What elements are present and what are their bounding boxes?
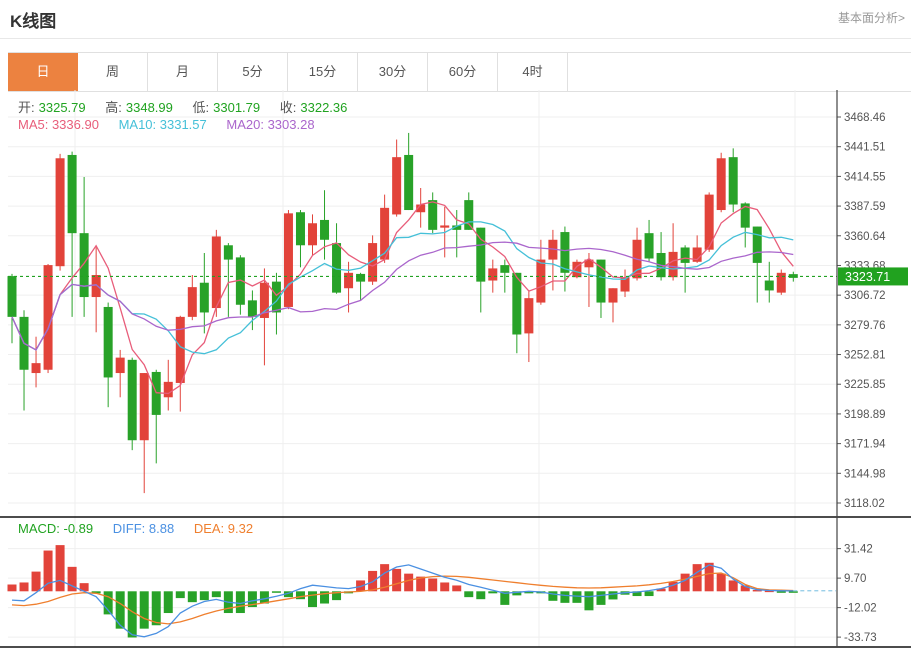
tab-5min[interactable]: 5分 xyxy=(218,53,288,91)
svg-text:-33.73: -33.73 xyxy=(844,632,877,644)
tab-month[interactable]: 月 xyxy=(148,53,218,91)
svg-text:3225.85: 3225.85 xyxy=(844,379,886,391)
open-label: 开: xyxy=(18,100,35,115)
svg-text:3252.81: 3252.81 xyxy=(844,350,886,362)
header-divider xyxy=(0,38,911,39)
dea-value: DEA: 9.32 xyxy=(193,521,254,536)
high-label: 高: xyxy=(105,100,122,115)
low-value: 3301.79 xyxy=(213,100,261,115)
tab-15min[interactable]: 15分 xyxy=(288,53,358,91)
close-label: 收: xyxy=(279,100,297,115)
svg-text:3414.55: 3414.55 xyxy=(844,171,886,183)
tab-60min[interactable]: 60分 xyxy=(428,53,498,91)
kline-chart-canvas[interactable]: 3468.463441.513414.553387.593360.643333.… xyxy=(0,90,911,653)
current-price-tag xyxy=(838,267,908,286)
svg-text:3441.51: 3441.51 xyxy=(844,142,886,154)
open-value: 3325.79 xyxy=(38,100,86,115)
ma5-value: MA5: 3336.90 xyxy=(18,117,99,132)
macd-value: MACD: -0.89 xyxy=(18,521,94,536)
diff-value: DIFF: 8.88 xyxy=(112,521,175,536)
tab-day[interactable]: 日 xyxy=(8,53,78,91)
ohlc-readout: 开: 3325.79 高: 3348.99 低: 3301.79 收: 3322.36 xyxy=(18,97,351,116)
current-price-text: 3323.71 xyxy=(845,270,890,284)
tab-4hour[interactable]: 4时 xyxy=(498,53,568,91)
page-title: K线图 xyxy=(10,12,57,31)
tab-30min[interactable]: 30分 xyxy=(358,53,428,91)
tab-week[interactable]: 周 xyxy=(78,53,148,91)
svg-text:3468.46: 3468.46 xyxy=(844,112,886,124)
svg-text:3118.02: 3118.02 xyxy=(844,498,885,510)
svg-text:3198.89: 3198.89 xyxy=(844,409,886,421)
svg-text:3144.98: 3144.98 xyxy=(844,468,886,480)
timeframe-tabs: 日 周 月 5分 15分 30分 60分 4时 xyxy=(8,52,911,92)
svg-text:-12.02: -12.02 xyxy=(844,603,877,615)
close-value: 3322.36 xyxy=(300,100,348,115)
svg-text:3360.64: 3360.64 xyxy=(844,231,886,243)
svg-text:9.70: 9.70 xyxy=(844,573,866,585)
svg-text:3171.94: 3171.94 xyxy=(844,439,886,451)
ma20-value: MA20: 3303.28 xyxy=(226,117,315,132)
svg-text:3306.72: 3306.72 xyxy=(844,290,886,302)
svg-text:31.42: 31.42 xyxy=(844,544,873,556)
ma-readout: MA5: 3336.90 MA10: 3331.57 MA20: 3303.28 xyxy=(18,117,319,132)
low-label: 低: xyxy=(192,100,210,115)
high-value: 3348.99 xyxy=(125,100,173,115)
svg-text:3387.59: 3387.59 xyxy=(844,201,886,213)
ma10-value: MA10: 3331.57 xyxy=(118,117,207,132)
svg-text:3279.76: 3279.76 xyxy=(844,320,886,332)
fundamental-analysis-link[interactable]: 基本面分析> xyxy=(837,11,905,25)
macd-readout: MACD: -0.89 DIFF: 8.88 DEA: 9.32 xyxy=(18,521,257,536)
